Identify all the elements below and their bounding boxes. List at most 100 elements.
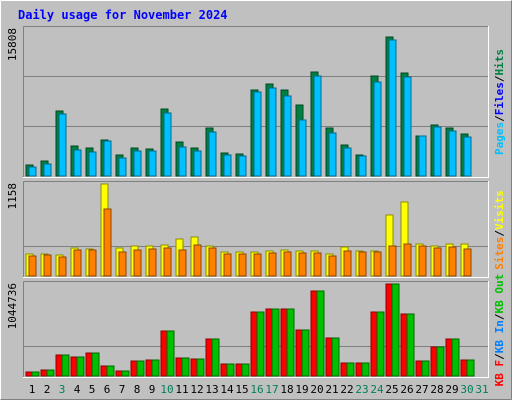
legend-hits: Hits — [493, 49, 506, 76]
day-label-30: 30 — [460, 383, 473, 396]
bar-pages-day-20 — [313, 75, 322, 177]
bar-pages-day-6 — [103, 140, 112, 177]
bar-pages-day-1 — [28, 166, 37, 177]
bar-kb-out-day-1 — [31, 371, 40, 377]
day-label-7: 7 — [119, 383, 126, 396]
bar-sites-day-2 — [43, 254, 52, 277]
bar-pages-day-24 — [373, 81, 382, 177]
bar-kb-out-day-11 — [181, 357, 190, 377]
day-label-12: 12 — [190, 383, 203, 396]
day-label-23: 23 — [355, 383, 368, 396]
legend-separator: / — [493, 230, 506, 237]
day-label-25: 25 — [385, 383, 398, 396]
bar-kb-out-day-16 — [256, 311, 265, 377]
bar-kb-out-day-19 — [301, 329, 310, 377]
legend-separator: / — [493, 75, 506, 82]
legend-panel-3: KB F/KB In/KB Out — [493, 274, 506, 387]
bar-sites-day-25 — [388, 245, 397, 277]
day-label-20: 20 — [310, 383, 323, 396]
bar-kb-out-day-6 — [106, 365, 115, 377]
y-max-label: 1044736 — [6, 283, 19, 329]
bar-sites-day-30 — [463, 248, 472, 277]
bar-kb-out-day-8 — [136, 360, 145, 377]
bar-sites-day-13 — [208, 247, 217, 277]
day-label-11: 11 — [175, 383, 188, 396]
day-label-5: 5 — [89, 383, 96, 396]
day-label-31: 31 — [475, 383, 488, 396]
day-label-19: 19 — [295, 383, 308, 396]
bar-sites-day-7 — [118, 251, 127, 277]
bar-sites-day-16 — [253, 253, 262, 277]
bar-pages-day-29 — [448, 130, 457, 177]
legend-panel-1: Pages/Files/Hits — [493, 49, 506, 155]
bar-pages-day-10 — [163, 112, 172, 177]
bar-sites-day-1 — [28, 255, 37, 277]
day-label-28: 28 — [430, 383, 443, 396]
bar-pages-day-14 — [223, 154, 232, 177]
legend-separator: / — [493, 115, 506, 122]
bar-kb-out-day-25 — [391, 283, 400, 377]
bar-sites-day-15 — [238, 253, 247, 277]
day-label-9: 9 — [149, 383, 156, 396]
bar-kb-out-day-20 — [316, 290, 325, 377]
bar-sites-day-6 — [103, 208, 112, 277]
bar-kb-out-day-13 — [211, 338, 220, 377]
day-label-21: 21 — [325, 383, 338, 396]
bar-kb-out-day-17 — [271, 308, 280, 377]
y-max-label: 15808 — [6, 28, 19, 61]
bar-sites-day-24 — [373, 251, 382, 277]
bar-kb-out-day-10 — [166, 330, 175, 377]
bar-kb-out-day-24 — [376, 311, 385, 377]
day-label-4: 4 — [74, 383, 81, 396]
bar-pages-day-2 — [43, 163, 52, 177]
day-label-17: 17 — [265, 383, 278, 396]
bar-pages-day-23 — [358, 155, 367, 177]
bar-sites-day-10 — [163, 247, 172, 277]
day-label-26: 26 — [400, 383, 413, 396]
day-label-10: 10 — [160, 383, 173, 396]
bar-sites-day-29 — [448, 246, 457, 277]
bar-pages-day-17 — [268, 87, 277, 177]
bar-kb-out-day-28 — [436, 346, 445, 377]
day-label-15: 15 — [235, 383, 248, 396]
bar-pages-day-21 — [328, 132, 337, 177]
bar-kb-out-day-14 — [226, 363, 235, 377]
bar-pages-day-16 — [253, 91, 262, 177]
legend-files: Files — [493, 82, 506, 115]
bar-sites-day-4 — [73, 249, 82, 277]
bar-kb-out-day-9 — [151, 359, 160, 377]
bar-kb-out-day-30 — [466, 359, 475, 377]
day-label-13: 13 — [205, 383, 218, 396]
bar-sites-day-20 — [313, 252, 322, 277]
bar-sites-day-12 — [193, 244, 202, 277]
day-label-6: 6 — [104, 383, 111, 396]
bar-pages-day-15 — [238, 155, 247, 177]
bar-sites-day-14 — [223, 253, 232, 277]
bar-pages-day-13 — [208, 131, 217, 177]
legend-separator: / — [493, 353, 506, 360]
day-label-14: 14 — [220, 383, 234, 396]
bar-kb-out-day-29 — [451, 338, 460, 377]
bar-pages-day-9 — [148, 150, 157, 177]
bar-sites-day-26 — [403, 243, 412, 277]
chart-title: Daily usage for November 2024 — [18, 8, 228, 22]
legend-kb-f: KB F — [493, 360, 506, 387]
bar-kb-out-day-4 — [76, 356, 85, 377]
y-max-label: 1158 — [6, 183, 19, 210]
bar-pages-day-26 — [403, 76, 412, 177]
bar-pages-day-11 — [178, 146, 187, 177]
bar-pages-day-5 — [88, 151, 97, 177]
bar-kb-out-day-23 — [361, 362, 370, 377]
bar-pages-day-25 — [388, 39, 397, 177]
bar-pages-day-18 — [283, 95, 292, 177]
bar-sites-day-9 — [148, 248, 157, 277]
bar-sites-day-23 — [358, 251, 367, 277]
legend-separator: / — [493, 313, 506, 320]
day-label-27: 27 — [415, 383, 428, 396]
day-label-16: 16 — [250, 383, 263, 396]
bar-sites-day-11 — [178, 249, 187, 277]
bar-sites-day-5 — [88, 249, 97, 277]
day-label-1: 1 — [29, 383, 36, 396]
legend-panel-2: Sites/Visits — [493, 190, 506, 270]
